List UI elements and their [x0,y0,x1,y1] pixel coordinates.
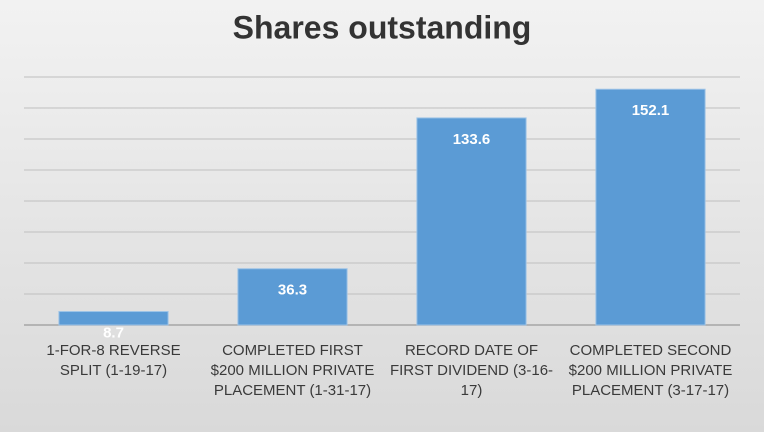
data-label: 8.7 [103,324,124,341]
x-tick-label: COMPLETED FIRST $200 MILLION PRIVATE PLA… [210,342,375,399]
bar [595,88,706,326]
bar [58,311,169,326]
x-tick-label: RECORD DATE OF FIRST DIVIDEND (3-16-17) [389,342,554,399]
data-label: 36.3 [278,282,307,299]
x-tick-label: 1-FOR-8 REVERSE SPLIT (1-19-17) [46,342,181,379]
bar [237,268,348,326]
x-tick-label: COMPLETED SECOND $200 MILLION PRIVATE PL… [568,342,733,399]
data-label: 133.6 [453,131,491,148]
data-label: 152.1 [632,102,670,119]
chart-title: Shares outstanding [233,9,532,45]
bar [416,117,527,326]
